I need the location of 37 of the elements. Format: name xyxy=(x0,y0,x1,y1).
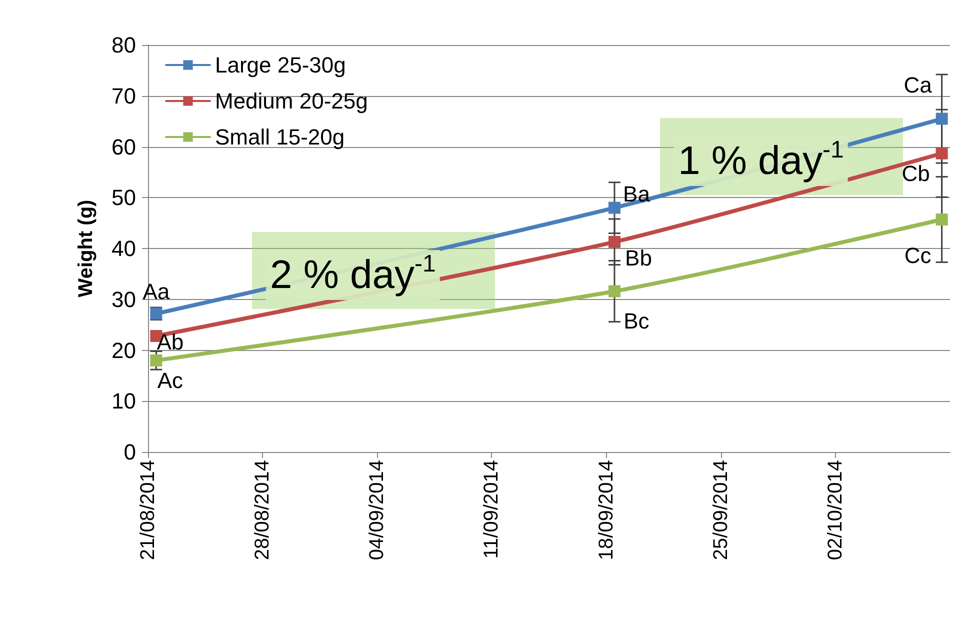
y-tick-label: 60 xyxy=(112,134,136,160)
point xyxy=(936,147,948,160)
data-label: Aa xyxy=(142,279,170,304)
data-label: Bb xyxy=(625,245,652,270)
legend-label: Medium 20-25g xyxy=(215,88,368,114)
x-tick-label: 02/10/2014 xyxy=(824,460,846,560)
x-tick-label: 25/09/2014 xyxy=(710,460,732,560)
data-label: Bc xyxy=(624,308,650,334)
x-tick-label: 04/09/2014 xyxy=(366,460,388,560)
data-label: Cb xyxy=(902,160,930,186)
x-tick-label: 18/09/2014 xyxy=(595,460,618,560)
x-tick-label: 21/08/2014 xyxy=(137,460,159,560)
y-tick-label: 10 xyxy=(112,388,136,414)
point xyxy=(608,236,620,248)
point xyxy=(608,285,620,298)
x-tick-label: 28/08/2014 xyxy=(252,460,274,560)
data-label: Ca xyxy=(904,72,933,98)
y-tick-label: 50 xyxy=(112,185,136,210)
y-tick-label: 30 xyxy=(112,286,136,312)
legend-label: Small 15-20g xyxy=(215,124,345,150)
y-tick-label: 20 xyxy=(112,338,136,363)
y-tick-label: 0 xyxy=(124,440,136,464)
data-label: Ac xyxy=(157,368,184,393)
point xyxy=(608,202,620,214)
point xyxy=(150,308,162,320)
point xyxy=(936,214,948,226)
x-tick-label: 11/09/2014 xyxy=(480,460,503,559)
data-label: Cc xyxy=(904,243,932,268)
y-tick-label: 70 xyxy=(112,83,136,108)
y-tick-label: 40 xyxy=(112,236,136,261)
legend-label: Large 25-30g xyxy=(215,52,346,78)
y-axis-title: Weight (g) xyxy=(75,200,97,298)
y-tick-label: 80 xyxy=(112,32,136,58)
data-label: Ab xyxy=(156,330,184,355)
point xyxy=(150,354,162,366)
point xyxy=(936,112,948,125)
data-label: Ba xyxy=(623,181,651,206)
